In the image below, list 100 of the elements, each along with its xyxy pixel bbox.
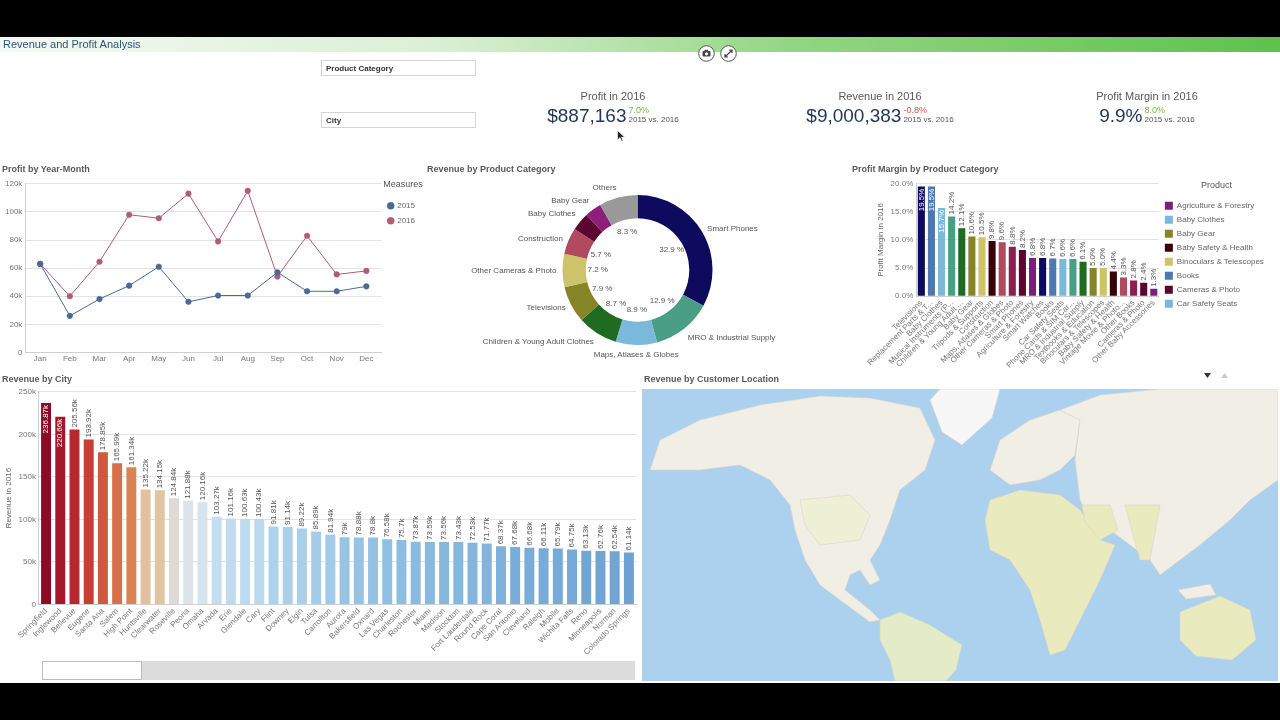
legend-label: 2015 — [397, 201, 416, 210]
x-tick-label: Jan — [33, 354, 47, 364]
data-label: 5.0% — [1098, 247, 1108, 267]
legend-label: Baby Clothes — [1176, 215, 1225, 224]
chart-title: Profit by Year-Month — [2, 164, 90, 175]
data-label: 68.37k — [496, 519, 506, 545]
y-axis-title: Profit Margin in 2016 — [876, 202, 885, 277]
data-label: 12.1% — [956, 203, 966, 227]
y-tick-label: 0 — [31, 599, 37, 609]
data-label: 161.34k — [126, 435, 136, 466]
data-label: 19.5% — [926, 188, 936, 212]
text: Revenue in 2016 — [837, 90, 923, 103]
text: Profit in 2016 — [579, 90, 647, 103]
slice-label: Other Cameras & Photo — [471, 265, 558, 275]
data-label: 5.7 % — [590, 249, 612, 259]
legend-title: Product — [1200, 179, 1233, 190]
legend-label: Agriculture & Forestry — [1176, 201, 1255, 210]
y-tick-label: 0.0% — [895, 291, 914, 301]
data-label: 8.2% — [1017, 229, 1027, 249]
y-tick-label: 100k — [18, 514, 37, 524]
data-label: 6.1% — [1078, 241, 1088, 260]
data-label: 32.9 % — [659, 244, 685, 254]
y-tick-label: 40k — [9, 291, 24, 301]
text: Profit Margin in 2016 — [1095, 90, 1199, 103]
data-label: 6.8% — [1037, 237, 1047, 256]
x-tick-label: Nov — [329, 354, 344, 364]
data-label: 8.3 % — [617, 226, 638, 236]
y-axis-title: Revenue in 2016 — [4, 467, 13, 529]
data-label: 81.94k — [325, 507, 335, 533]
y-tick-label: 120k — [4, 179, 24, 188]
data-label: 73.59k — [425, 514, 435, 540]
y-tick-label: 250k — [18, 387, 37, 396]
data-label: 8.7 % — [605, 298, 627, 308]
data-label: 220.66k — [55, 417, 65, 448]
x-tick-label: Aug — [240, 354, 255, 364]
data-label: 6.7% — [1047, 238, 1057, 257]
y-tick-label: 20k — [9, 319, 24, 329]
data-label: 134.15k — [154, 458, 164, 489]
data-label: 73.56k — [439, 514, 449, 540]
legend-label: Books — [1176, 271, 1200, 280]
data-label: 8.9 % — [626, 304, 648, 314]
data-label: 76.58k — [382, 512, 392, 538]
data-label: 67.68k — [510, 519, 520, 545]
data-label: 89.22k — [297, 501, 307, 527]
x-tick-label: Jul — [212, 354, 224, 364]
data-label: 66.68k — [524, 520, 534, 546]
data-label: 6.6% — [1058, 238, 1068, 258]
data-label: 3.3% — [1118, 257, 1128, 276]
data-label: 9.6% — [997, 221, 1007, 241]
x-tick-label: Mar — [92, 354, 107, 364]
y-tick-label: 200k — [18, 429, 37, 439]
x-tick-label: Apr — [122, 354, 136, 364]
data-label: 101.16k — [226, 486, 236, 517]
y-tick-label: 20.0% — [890, 179, 914, 188]
legend-title: Measures — [383, 178, 424, 189]
legend-label: Binoculars & Telescopes — [1176, 257, 1264, 266]
slice-label: Baby Clothes — [527, 208, 576, 218]
y-tick-label: 10.0% — [890, 235, 914, 245]
data-label: 10.5% — [977, 212, 987, 236]
text: $9,000,383 — [806, 105, 902, 126]
legend-label: Baby Gear — [1176, 229, 1216, 238]
x-tick-label: May — [151, 354, 167, 364]
data-label: 100.43k — [254, 487, 264, 518]
data-label: 2.4% — [1138, 262, 1148, 281]
chart-title: Profit Margin by Product Category — [852, 164, 999, 175]
data-label: 7.2 % — [587, 265, 608, 275]
data-label: 2.8% — [1128, 260, 1138, 279]
y-tick-label: 50k — [23, 557, 37, 567]
data-label: 135.22k — [140, 457, 150, 488]
data-label: 63.13k — [581, 523, 591, 549]
data-label: 65.79k — [553, 521, 563, 547]
data-label: 85.89k — [311, 504, 321, 530]
y-tick-label: 60k — [9, 263, 24, 273]
data-label: 103.27k — [211, 485, 221, 515]
legend-label: Baby Safety & Health — [1176, 243, 1253, 252]
data-label: 78.8k — [368, 514, 378, 536]
data-label: 100.63k — [240, 487, 250, 517]
data-label: 78.88k — [354, 510, 363, 536]
filter-field: Product Category — [321, 60, 476, 76]
data-label: 7.9 % — [592, 283, 613, 293]
data-label: 73.87k — [410, 514, 420, 540]
y-tick-label: 15.0% — [890, 207, 914, 217]
slice-label: Construction — [517, 233, 563, 243]
data-label: 236.87k — [41, 403, 51, 434]
data-label: 91.14k — [282, 499, 292, 525]
data-label: 5.0% — [1088, 247, 1098, 267]
text: 2015 vs. 2016 — [628, 115, 679, 125]
y-tick-label: 0 — [17, 347, 23, 357]
text: 9.9% — [1099, 105, 1143, 126]
data-label: 205.56k — [69, 398, 79, 428]
text: 2015 vs. 2016 — [903, 115, 954, 125]
data-label: 12.9 % — [649, 296, 675, 306]
data-label: 6.6% — [1068, 238, 1078, 258]
filter-field: City — [321, 112, 476, 128]
chart-title: Revenue by Product Category — [427, 164, 556, 175]
data-label: 1.3% — [1148, 268, 1158, 287]
legend-label: 2016 — [397, 216, 416, 225]
data-label: 178.85k — [98, 420, 108, 451]
data-label: 8.8% — [1007, 226, 1017, 245]
data-label: 10.6% — [967, 211, 977, 235]
